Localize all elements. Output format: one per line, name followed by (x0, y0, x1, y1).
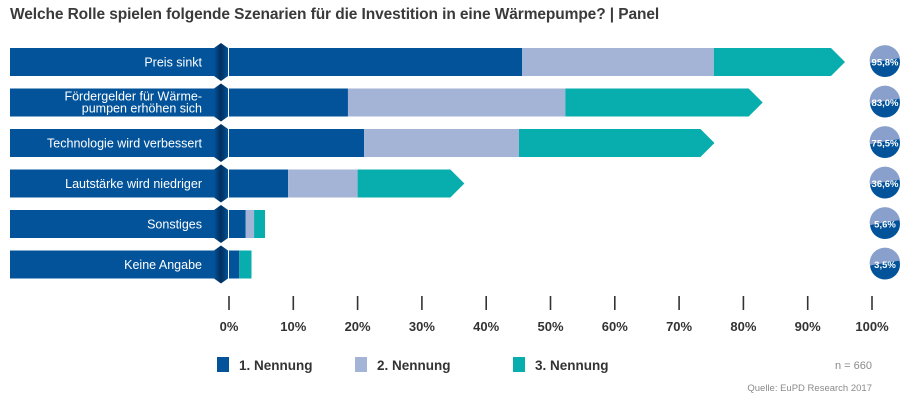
fold-connector (214, 124, 228, 162)
legend-item: 1. Nennung (217, 357, 313, 373)
badge-value: 75,5% (872, 139, 899, 150)
bar-segment-2 (522, 48, 714, 76)
bar-segment-2 (288, 169, 358, 198)
bar-row: Fördergelder für Wärme-pumpen erhöhen si… (10, 83, 763, 122)
x-tick-label: 0% (220, 319, 239, 334)
category-label-band (10, 210, 214, 238)
badge-highlight-cap (869, 85, 900, 104)
bar-row: Technologie wird verbessert (10, 124, 715, 162)
category-label-band (10, 250, 214, 279)
badge-highlight-cap (869, 45, 900, 63)
fold-connector (214, 164, 228, 203)
legend-swatch (217, 357, 229, 372)
bar-segment-2 (347, 88, 566, 117)
bar-row: Lautstärke wird niedriger (10, 164, 465, 203)
total-badge: 5,6% (869, 207, 900, 239)
bar-segment-1 (229, 88, 348, 117)
badge-highlight-cap (869, 207, 900, 225)
x-tick-label: 100% (855, 319, 889, 334)
bar-segment-1 (229, 48, 523, 76)
category-label-band (10, 48, 214, 76)
x-tick-label: 80% (730, 319, 756, 334)
total-badge: 3,5% (869, 247, 900, 280)
legend-item: 3. Nennung (513, 357, 609, 373)
bar-segment-1 (229, 129, 365, 157)
sample-size-note: n = 660 (835, 360, 872, 372)
x-tick-label: 40% (473, 319, 499, 334)
category-label: Technologie wird verbessert (47, 137, 202, 151)
badge-value: 95,8% (872, 58, 899, 69)
badge-value: 3,5% (874, 260, 896, 271)
legend-label: 2. Nennung (377, 358, 451, 373)
legend-swatch (355, 357, 367, 372)
x-tick-label: 70% (666, 319, 692, 334)
total-badge: 75,5% (869, 126, 900, 158)
category-label-band (10, 169, 214, 198)
x-axis: 0% 10% 20% 30% 40% 50% 60% 70% 80% 90% 100% (220, 296, 889, 334)
x-tick-label: 90% (795, 319, 821, 334)
x-tick-label: 30% (409, 319, 435, 334)
x-tick-label: 20% (345, 319, 371, 334)
bars-group: Preis sinkt Fördergelder für Wärme-pumpen… (10, 43, 845, 284)
badge-value: 5,6% (874, 220, 896, 231)
x-tick-label: 10% (280, 319, 306, 334)
bar-segment-2 (245, 210, 255, 238)
fold-connector (214, 43, 228, 81)
bar-row: Sonstiges (10, 205, 266, 243)
category-label: Preis sinkt (144, 56, 202, 70)
category-label-band (10, 129, 214, 157)
bar-segment-3 (357, 169, 465, 198)
bar-segment-1 (229, 210, 246, 238)
legend: 1. Nennung 2. Nennung 3. Nennung (217, 357, 609, 373)
bar-segment-3 (239, 250, 252, 279)
legend-item: 2. Nennung (355, 357, 451, 373)
bar-segment-3 (254, 210, 266, 238)
source-note: Quelle: EuPD Research 2017 (747, 383, 872, 394)
category-label-line: Fördergelder für Wärme- (64, 90, 202, 104)
x-tick-label: 50% (537, 319, 563, 334)
bar-row: Keine Angabe (10, 245, 252, 284)
fold-connector (214, 205, 228, 243)
badge-highlight-cap (869, 247, 900, 266)
bar-segment-3 (565, 88, 763, 117)
badge-highlight-cap (869, 126, 900, 144)
bar-segment-1 (229, 169, 289, 198)
category-label: Sonstiges (147, 218, 202, 232)
category-label-line: pumpen erhöhen sich (82, 102, 202, 116)
total-badge: 95,8% (869, 45, 900, 77)
fold-connector (214, 245, 228, 284)
x-tick-label: 60% (602, 319, 628, 334)
bar-segment-2 (364, 129, 519, 157)
badge-value: 83,0% (872, 98, 899, 109)
legend-swatch (513, 357, 525, 372)
category-label: Lautstärke wird niedriger (65, 177, 202, 191)
category-label-band (10, 88, 214, 117)
fold-connector (214, 83, 228, 122)
chart-title: Welche Rolle spielen folgende Szenarien … (10, 6, 660, 23)
total-badges-group: 95,8% 83,0% 75,5% 36,6% 5,6% 3,5% (869, 45, 900, 280)
legend-label: 1. Nennung (239, 358, 313, 373)
total-badge: 83,0% (869, 85, 900, 118)
total-badge: 36,6% (869, 166, 900, 199)
bar-segment-1 (229, 250, 240, 279)
category-label: Keine Angabe (124, 258, 202, 272)
legend-label: 3. Nennung (535, 358, 609, 373)
bar-row: Preis sinkt (10, 43, 845, 81)
bar-segment-3 (713, 48, 845, 76)
badge-highlight-cap (869, 166, 900, 185)
badge-value: 36,6% (872, 179, 899, 190)
bar-segment-3 (518, 129, 715, 157)
